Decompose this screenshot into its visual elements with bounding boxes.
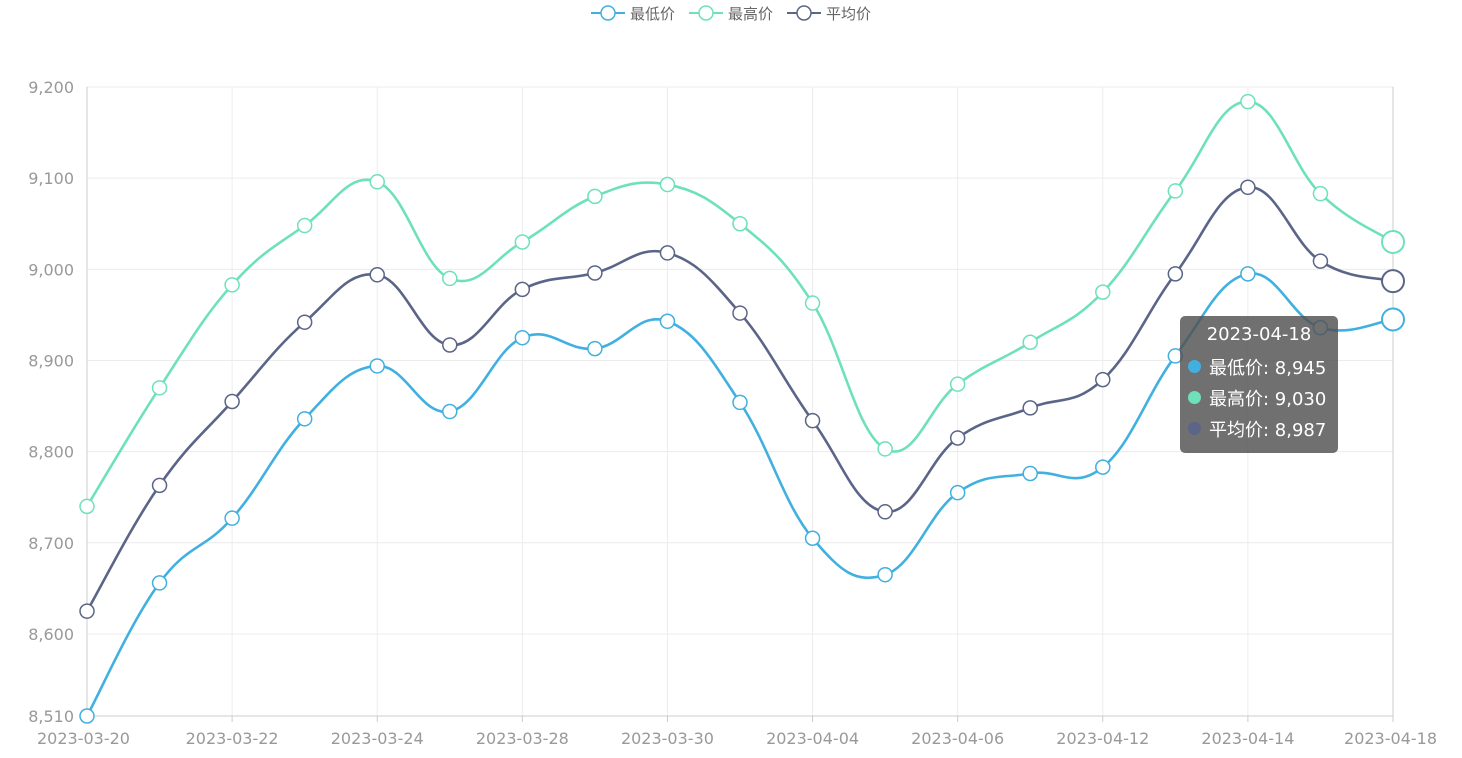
data-point (1240, 93, 1256, 110)
legend-item-lowest[interactable]: 最低价 (590, 3, 675, 24)
data-point (1381, 307, 1405, 332)
tooltip-label: 最高价: 9,030 (1209, 388, 1327, 410)
data-point (587, 265, 603, 281)
data-point (79, 708, 95, 724)
data-point (369, 358, 385, 374)
data-point (659, 313, 676, 330)
data-point (224, 277, 240, 293)
data-point (949, 430, 966, 446)
legend-line-icon (688, 5, 723, 21)
data-point (804, 295, 821, 311)
y-tick-label: 8,800 (28, 443, 74, 462)
data-point (1381, 269, 1405, 294)
data-point (1312, 185, 1329, 202)
data-point (1022, 465, 1038, 482)
y-tick-label: 9,200 (28, 78, 74, 97)
x-tick-label: 2023-04-12 (1056, 729, 1149, 748)
tooltip-dot (1188, 391, 1201, 404)
data-point (732, 305, 748, 321)
data-point (659, 176, 676, 193)
data-point (514, 329, 531, 346)
data-point (1381, 229, 1405, 254)
data-point (151, 380, 168, 396)
y-tick-label: 8,700 (28, 534, 74, 553)
data-point (1240, 179, 1256, 196)
data-point (1022, 334, 1038, 350)
x-tick-label: 2023-04-04 (766, 729, 859, 748)
tooltip-row-average: 平均价: 8,987 (1188, 413, 1330, 444)
y-tick-label: 9,100 (28, 169, 74, 188)
data-point (1167, 183, 1184, 199)
x-tick-label: 2023-03-20 (37, 729, 130, 748)
data-point (877, 566, 893, 583)
legend-line-icon (787, 5, 821, 21)
data-point (587, 340, 603, 357)
data-point (804, 412, 821, 429)
data-point (1167, 266, 1184, 282)
data-point (369, 174, 385, 190)
y-tick-label: 9,000 (28, 260, 74, 279)
legend-line-icon (590, 5, 625, 21)
legend-item-average[interactable]: 平均价 (787, 3, 871, 24)
data-point (296, 217, 313, 234)
data-point (79, 498, 95, 515)
data-point (369, 267, 385, 283)
tooltip-label: 最低价: 8,945 (1209, 357, 1327, 379)
data-point (1095, 371, 1111, 388)
data-point (296, 411, 313, 427)
data-point (151, 575, 168, 591)
x-tick-label: 2023-03-28 (476, 729, 569, 748)
legend: 最低价 最高价 平均价 (0, 0, 1462, 26)
data-point (296, 314, 313, 330)
x-tick-label: 2023-03-30 (621, 729, 714, 748)
data-point (442, 337, 458, 353)
data-point (659, 245, 676, 261)
tooltip-label: 平均价: 8,987 (1209, 419, 1327, 441)
data-point (587, 188, 603, 205)
data-point (949, 484, 966, 501)
data-point (224, 510, 240, 526)
data-point (804, 530, 821, 546)
tooltip-row-lowest: 最低价: 8,945 (1188, 351, 1330, 382)
data-point (1312, 253, 1329, 269)
x-tick-label: 2023-03-22 (186, 729, 279, 748)
data-point (732, 215, 748, 232)
tooltip-row-highest: 最高价: 9,030 (1188, 382, 1330, 413)
data-point (1095, 459, 1111, 475)
data-point (1022, 400, 1038, 416)
x-tick-label: 2023-03-24 (331, 729, 424, 748)
data-point (949, 376, 966, 392)
y-tick-label: 8,600 (28, 625, 74, 644)
data-point (442, 403, 458, 420)
legend-label: 最低价 (629, 4, 675, 23)
x-tick-label: 2023-04-14 (1201, 729, 1294, 748)
data-point (514, 234, 531, 250)
data-point (1095, 284, 1111, 300)
data-point (732, 394, 748, 411)
legend-item-highest[interactable]: 最高价 (688, 3, 773, 24)
data-point (1240, 266, 1256, 282)
y-tick-label: 8,510 (28, 707, 74, 726)
tooltip: 2023-04-18 最低价: 8,945 最高价: 9,030 平均价: 8,… (1180, 316, 1338, 453)
data-point (442, 270, 458, 287)
legend-label: 平均价 (826, 4, 872, 23)
data-point (224, 393, 240, 410)
data-point (79, 603, 95, 619)
x-tick-label: 2023-04-06 (911, 729, 1004, 748)
tooltip-title: 2023-04-18 (1206, 324, 1312, 345)
tooltip-dot (1188, 422, 1201, 435)
data-point (151, 477, 168, 494)
legend-label: 最高价 (727, 4, 773, 23)
data-point (514, 281, 531, 298)
tooltip-dot (1188, 360, 1201, 373)
data-point (877, 441, 893, 457)
data-point (877, 504, 893, 520)
y-tick-label: 8,900 (28, 351, 74, 370)
x-tick-label: 2023-04-18 (1344, 729, 1437, 748)
